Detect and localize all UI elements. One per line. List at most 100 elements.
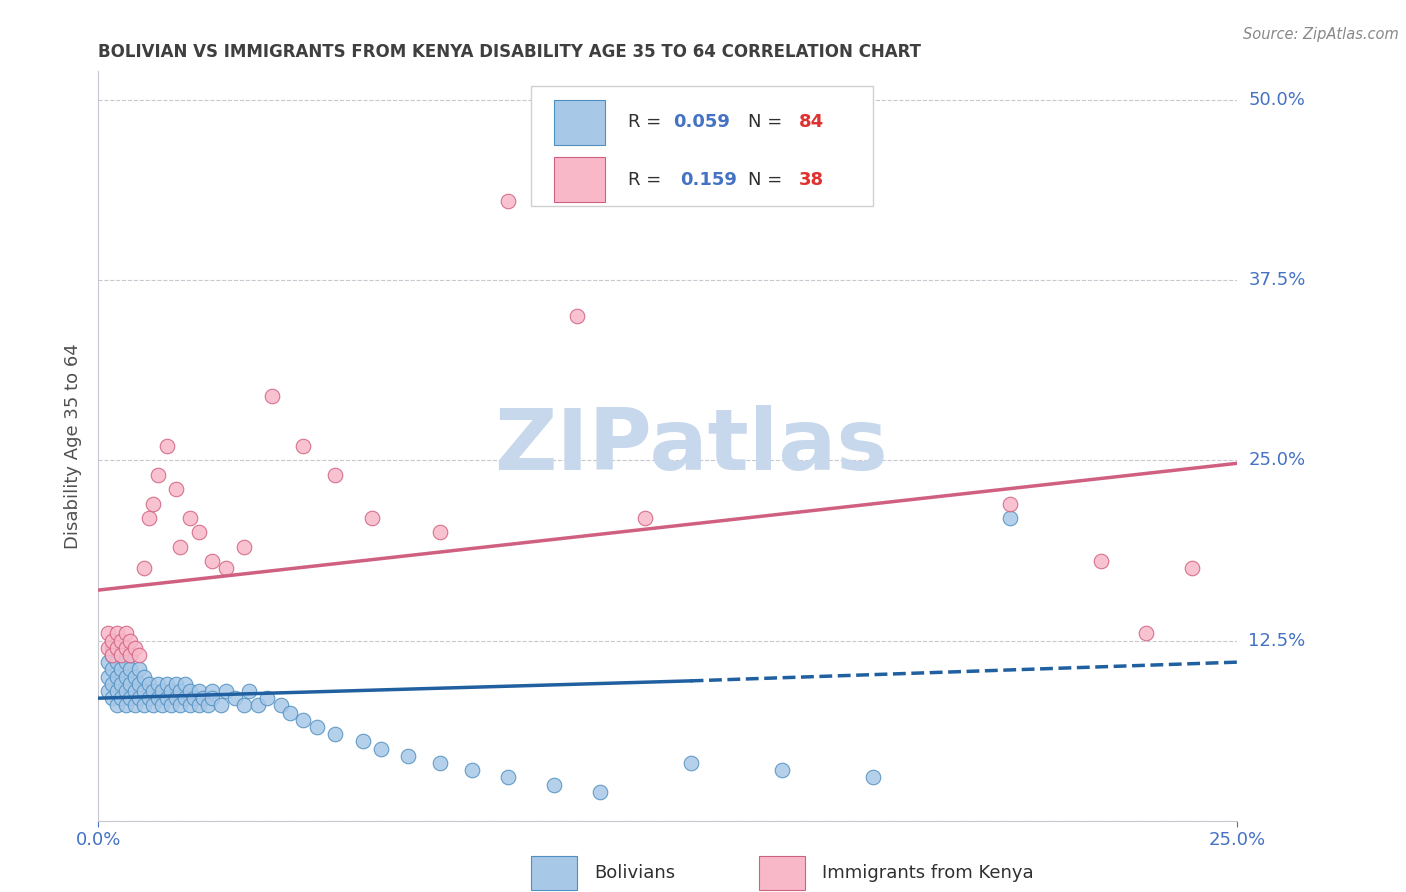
Point bbox=[120, 633, 142, 648]
Point bbox=[146, 677, 169, 691]
Text: 84: 84 bbox=[799, 113, 824, 131]
Point bbox=[215, 684, 238, 698]
Point bbox=[270, 698, 292, 713]
Point bbox=[461, 763, 484, 777]
Point bbox=[160, 698, 183, 713]
Point bbox=[588, 785, 610, 799]
Point bbox=[292, 713, 315, 727]
Point bbox=[278, 706, 301, 720]
Point bbox=[174, 677, 197, 691]
Point bbox=[105, 655, 128, 669]
Point bbox=[323, 727, 346, 741]
Point bbox=[174, 691, 197, 706]
Point bbox=[120, 648, 142, 662]
Point bbox=[498, 194, 520, 208]
Point bbox=[132, 684, 155, 698]
Point bbox=[110, 633, 132, 648]
Point bbox=[156, 677, 179, 691]
Point bbox=[179, 684, 201, 698]
Y-axis label: Disability Age 35 to 64: Disability Age 35 to 64 bbox=[65, 343, 83, 549]
Point bbox=[1181, 561, 1204, 575]
FancyBboxPatch shape bbox=[759, 856, 804, 890]
Point bbox=[101, 633, 124, 648]
Point bbox=[101, 648, 124, 662]
Point bbox=[215, 561, 238, 575]
Text: ZIPatlas: ZIPatlas bbox=[494, 404, 887, 488]
Point bbox=[114, 684, 136, 698]
Point bbox=[429, 525, 451, 540]
Point bbox=[498, 771, 520, 785]
Point bbox=[256, 691, 278, 706]
Point bbox=[370, 741, 392, 756]
Point bbox=[142, 698, 165, 713]
Point bbox=[132, 698, 155, 713]
Point bbox=[307, 720, 329, 734]
Point bbox=[96, 626, 118, 640]
Point bbox=[105, 669, 128, 683]
Text: 0.059: 0.059 bbox=[673, 113, 731, 131]
Point bbox=[110, 648, 132, 662]
Point bbox=[110, 662, 132, 676]
Point bbox=[246, 698, 269, 713]
Point bbox=[114, 655, 136, 669]
Point bbox=[150, 698, 173, 713]
Point bbox=[146, 691, 169, 706]
FancyBboxPatch shape bbox=[531, 87, 873, 206]
Point bbox=[187, 684, 209, 698]
Point bbox=[233, 698, 256, 713]
Point bbox=[1090, 554, 1112, 568]
Point bbox=[260, 388, 283, 402]
Point bbox=[105, 640, 128, 655]
Point bbox=[160, 684, 183, 698]
Point bbox=[105, 698, 128, 713]
Point bbox=[96, 684, 118, 698]
Text: BOLIVIAN VS IMMIGRANTS FROM KENYA DISABILITY AGE 35 TO 64 CORRELATION CHART: BOLIVIAN VS IMMIGRANTS FROM KENYA DISABI… bbox=[98, 44, 921, 62]
Point bbox=[120, 648, 142, 662]
Text: Source: ZipAtlas.com: Source: ZipAtlas.com bbox=[1243, 27, 1399, 42]
Text: N =: N = bbox=[748, 113, 787, 131]
Point bbox=[114, 698, 136, 713]
Point bbox=[124, 669, 146, 683]
Point bbox=[101, 648, 124, 662]
Point bbox=[165, 677, 187, 691]
Text: R =: R = bbox=[628, 171, 672, 189]
Point bbox=[114, 626, 136, 640]
Text: R =: R = bbox=[628, 113, 666, 131]
Point bbox=[110, 677, 132, 691]
Point bbox=[96, 640, 118, 655]
Point bbox=[110, 648, 132, 662]
Text: 0.159: 0.159 bbox=[681, 171, 737, 189]
Point bbox=[124, 698, 146, 713]
Text: 38: 38 bbox=[799, 171, 824, 189]
Text: 12.5%: 12.5% bbox=[1249, 632, 1306, 649]
Point bbox=[142, 497, 165, 511]
Point bbox=[128, 648, 150, 662]
Point bbox=[679, 756, 702, 770]
Point bbox=[142, 684, 165, 698]
Point bbox=[201, 684, 224, 698]
Point bbox=[120, 691, 142, 706]
Point bbox=[101, 691, 124, 706]
Point bbox=[201, 554, 224, 568]
Point bbox=[187, 698, 209, 713]
Point bbox=[120, 677, 142, 691]
Point bbox=[187, 525, 209, 540]
Point bbox=[998, 511, 1021, 525]
Point bbox=[138, 511, 160, 525]
Point bbox=[233, 540, 256, 554]
Point bbox=[179, 698, 201, 713]
Point bbox=[193, 691, 215, 706]
Point bbox=[429, 756, 451, 770]
Text: 50.0%: 50.0% bbox=[1249, 91, 1305, 109]
Text: N =: N = bbox=[748, 171, 787, 189]
Text: Bolivians: Bolivians bbox=[593, 864, 675, 882]
Point bbox=[209, 698, 232, 713]
Point bbox=[169, 698, 191, 713]
Point bbox=[128, 677, 150, 691]
Point bbox=[565, 310, 588, 324]
Point bbox=[165, 482, 187, 496]
Point bbox=[128, 662, 150, 676]
Point bbox=[96, 669, 118, 683]
Point bbox=[156, 439, 179, 453]
Point bbox=[124, 640, 146, 655]
